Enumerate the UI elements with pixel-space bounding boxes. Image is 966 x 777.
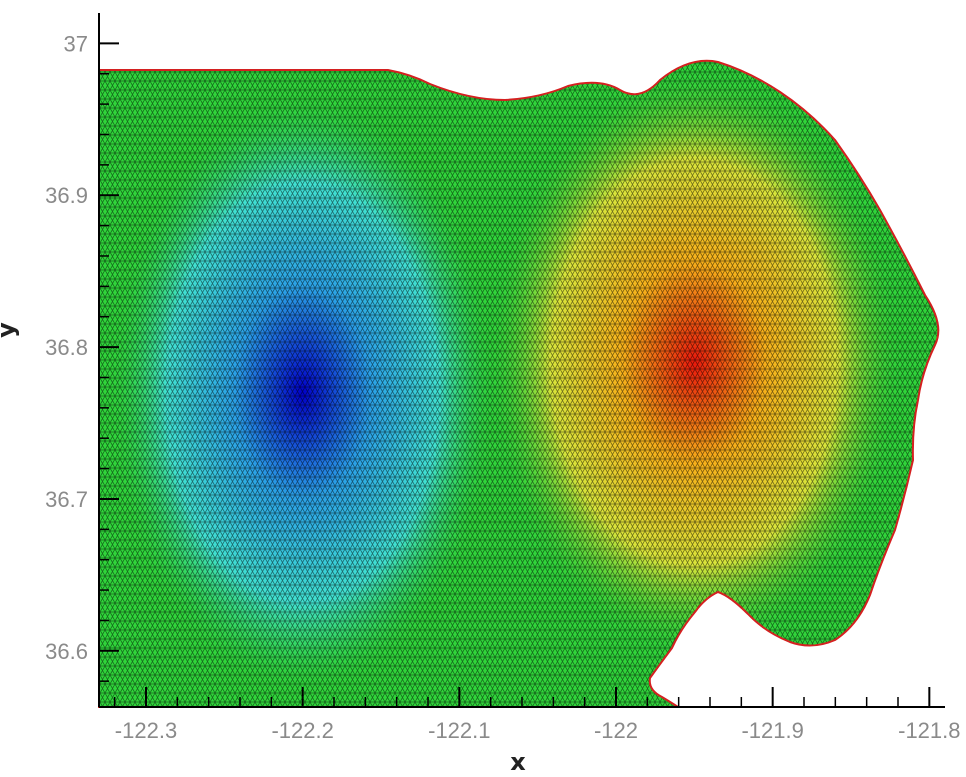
x-tick-label: -122.1 bbox=[428, 718, 490, 743]
x-tick-label: -122.3 bbox=[115, 718, 177, 743]
y-tick-label: 37 bbox=[64, 31, 88, 56]
y-tick-label: 36.6 bbox=[45, 639, 88, 664]
x-tick-label: -121.9 bbox=[741, 718, 803, 743]
x-tick-label: -122.2 bbox=[271, 718, 333, 743]
x-tick-label: -122 bbox=[594, 718, 638, 743]
domain-boundary bbox=[98, 59, 940, 708]
y-axis-title: y bbox=[0, 322, 20, 338]
x-axis-title: x bbox=[510, 748, 526, 776]
y-tick-label: 36.9 bbox=[45, 183, 88, 208]
x-tick-label: -121.8 bbox=[898, 718, 960, 743]
y-tick-label: 36.7 bbox=[45, 487, 88, 512]
y-tick-label: 36.8 bbox=[45, 335, 88, 360]
axes: -122.3 -122.2 -122.1 -122 -121.9 -121.8 36.6 36… bbox=[45, 13, 961, 743]
